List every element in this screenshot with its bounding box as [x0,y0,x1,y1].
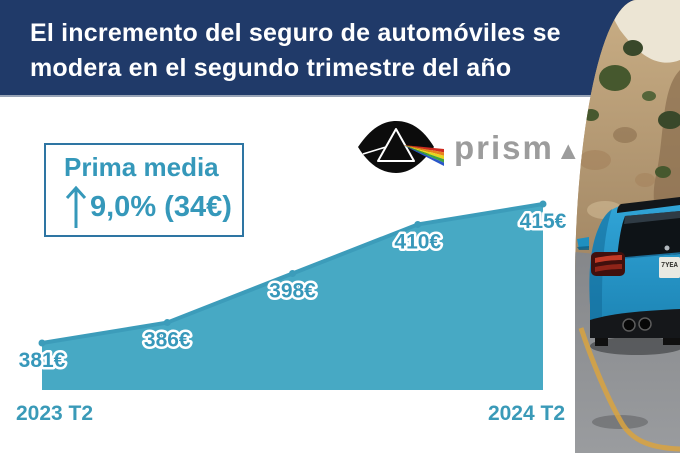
chart-point [38,339,46,347]
chart-point [289,270,296,277]
x-axis-label-end: 2024 T2 [488,402,565,425]
chart-area [42,204,543,390]
header-banner: El incremento del seguro de automóviles … [0,0,680,97]
license-plate-text: 7YEA [661,262,679,270]
chart-value-label: 398€ [269,280,316,303]
car: 7YEA [577,197,680,355]
chart-point [539,200,547,208]
stat-label: Prima media [64,152,219,182]
premium-area-chart: 381€ 386€ 398€ 410€ 415€ 2023 T2 2024 T2 [10,190,570,440]
shrubs [583,40,680,178]
brand-logo: prism ▲ [357,120,583,174]
car-shadow [590,337,680,355]
page-title-line2: modera en el segundo trimestre del año [30,54,512,82]
x-axis-label-start: 2023 T2 [16,402,93,425]
stat-box-prima-media: Prima media 9,0% (34€) [44,143,244,237]
chart-value-label: 381€ [19,349,66,372]
side-mirror [577,237,589,250]
brand-wordmark: prism ▲ [454,131,583,164]
chart-point [414,220,422,228]
exhaust-right [638,317,652,331]
car-spoiler [617,197,680,213]
chart-point [163,319,171,327]
chart-value-label: 410€ [394,230,441,253]
stat-value: 9,0% (34€) [90,191,232,223]
chart-value-label: 386€ [144,329,191,352]
page-title: El incremento del seguro de automóviles … [30,16,561,86]
chart-value-label: 415€ [520,210,567,233]
stat-row: 9,0% (34€) [64,184,242,230]
brand-triangle-letter-icon: ▲ [555,136,583,165]
license-plate: 7YEA [659,257,680,278]
prism-eye-rainbow-icon [358,121,444,173]
left-taillight [591,252,625,276]
car-badge [664,245,670,251]
brand-wordmark-text: prism [454,128,554,166]
exhaust-left [622,318,636,332]
up-arrow-icon [65,185,87,228]
road-edge-line [578,327,680,452]
page-title-line1: El incremento del seguro de automóviles … [30,19,561,47]
